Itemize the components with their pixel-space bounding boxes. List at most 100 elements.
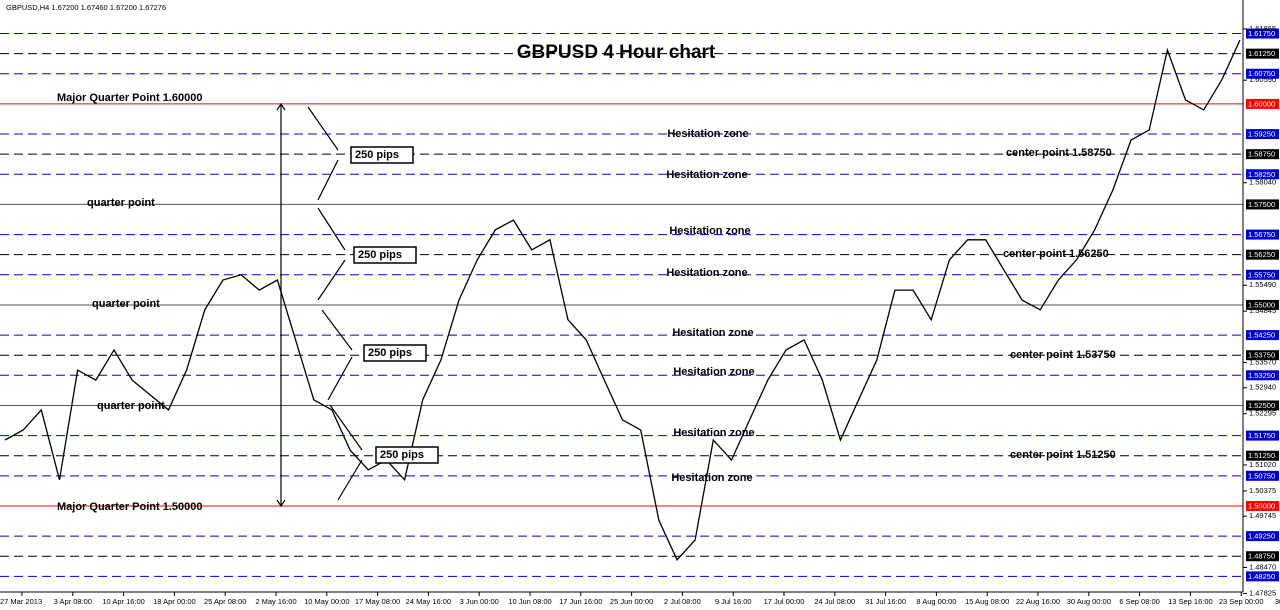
level-label: 1.51750 bbox=[1248, 431, 1275, 440]
chart-title: GBPUSD 4 Hour chart bbox=[517, 42, 716, 63]
x-tick-label: 15 Aug 08:00 bbox=[965, 597, 1009, 606]
level-label-box bbox=[1246, 129, 1279, 140]
level-label: 1.53250 bbox=[1248, 371, 1275, 380]
level-label: 1.60750 bbox=[1248, 69, 1275, 78]
level-label: 1.48750 bbox=[1248, 552, 1275, 561]
x-tick-label: 3 Apr 08:00 bbox=[54, 597, 92, 606]
level-label-box bbox=[1246, 470, 1279, 481]
y-tick-label: 1.50375 bbox=[1249, 486, 1276, 495]
x-tick-label: 25 Apr 08:00 bbox=[204, 597, 247, 606]
level-label-box bbox=[1246, 500, 1279, 511]
x-tick-label: 22 Aug 16:00 bbox=[1016, 597, 1060, 606]
level-label: 1.54250 bbox=[1248, 331, 1275, 340]
y-tick-label: 1.47825 bbox=[1249, 588, 1276, 597]
x-tick-label: 2 May 16:00 bbox=[255, 597, 296, 606]
level-label-box bbox=[1246, 370, 1279, 381]
x-tick-label: 3 Jun 00:00 bbox=[460, 597, 499, 606]
center-label: center point 1.56250 bbox=[1003, 248, 1109, 260]
level-label: 1.52500 bbox=[1248, 401, 1275, 410]
major-label: Major Quarter Point 1.60000 bbox=[57, 92, 203, 104]
center-label: center point 1.58750 bbox=[1006, 147, 1112, 159]
level-label: 1.56250 bbox=[1248, 250, 1275, 259]
y-tick-label: 1.52940 bbox=[1249, 383, 1276, 392]
level-label-box bbox=[1246, 149, 1279, 160]
label-box bbox=[375, 446, 439, 464]
level-label: 1.55000 bbox=[1248, 300, 1275, 309]
level-label: 1.53750 bbox=[1248, 351, 1275, 360]
x-tick-label: 24 Jul 08:00 bbox=[814, 597, 855, 606]
level-label: 1.51250 bbox=[1248, 451, 1275, 460]
level-label-box bbox=[1246, 249, 1279, 260]
level-label-box bbox=[1246, 48, 1279, 59]
symbol-header: GBPUSD,H4 1.67200 1.67460 1.67200 1.6727… bbox=[6, 3, 166, 12]
level-label-box bbox=[1246, 98, 1279, 109]
x-tick-label: 9 Jul 16:00 bbox=[715, 597, 752, 606]
level-label-box bbox=[1246, 269, 1279, 280]
label-box bbox=[363, 344, 427, 362]
level-label: 1.55750 bbox=[1248, 270, 1275, 279]
hesitation-label: Hesitation zone bbox=[666, 169, 747, 181]
level-label-box bbox=[1246, 68, 1279, 79]
level-label-box bbox=[1246, 400, 1279, 411]
quarter-label: quarter point bbox=[92, 298, 160, 310]
hesitation-label: Hesitation zone bbox=[673, 427, 754, 439]
x-tick-label: 2 Jul 08:00 bbox=[664, 597, 701, 606]
level-label: 1.59250 bbox=[1248, 130, 1275, 139]
level-label: 1.48250 bbox=[1248, 572, 1275, 581]
level-label: 1.61750 bbox=[1248, 29, 1275, 38]
level-label: 1.58750 bbox=[1248, 150, 1275, 159]
x-tick-label: 31 Jul 16:00 bbox=[865, 597, 906, 606]
price-line bbox=[4, 39, 1241, 561]
y-tick-label: 1.54845 bbox=[1249, 306, 1276, 315]
x-tick-label: 25 Jun 00:00 bbox=[610, 597, 653, 606]
y-tick-label: 1.51020 bbox=[1249, 460, 1276, 469]
label-box bbox=[353, 246, 417, 264]
x-tick-label: 24 May 16:00 bbox=[406, 597, 451, 606]
level-label-box bbox=[1246, 330, 1279, 341]
hesitation-label: Hesitation zone bbox=[669, 225, 750, 237]
x-tick-label: 18 Apr 00:00 bbox=[153, 597, 196, 606]
level-label-box bbox=[1246, 229, 1279, 240]
quarter-label: quarter point bbox=[87, 197, 155, 209]
hesitation-label: Hesitation zone bbox=[672, 327, 753, 339]
x-tick-label: 17 Jun 16:00 bbox=[559, 597, 602, 606]
quarter-label: quarter point bbox=[97, 400, 165, 412]
level-label-box bbox=[1246, 199, 1279, 210]
pip-label: 250 pips bbox=[368, 347, 412, 359]
level-label-box bbox=[1246, 571, 1279, 582]
x-tick-label: 13 Sep 16:00 bbox=[1168, 597, 1213, 606]
level-label-box bbox=[1246, 169, 1279, 180]
level-label-box bbox=[1246, 28, 1279, 39]
y-tick-label: 1.61865 bbox=[1249, 24, 1276, 33]
level-label: 1.57500 bbox=[1248, 200, 1275, 209]
hesitation-label: Hesitation zone bbox=[673, 366, 754, 378]
x-tick-label: 30 Aug 00:00 bbox=[1067, 597, 1111, 606]
level-label-box bbox=[1246, 350, 1279, 361]
level-label: 1.50000 bbox=[1248, 501, 1275, 510]
level-label-box bbox=[1246, 551, 1279, 562]
level-label-box bbox=[1246, 531, 1279, 542]
x-tick-label: 10 May 00:00 bbox=[304, 597, 349, 606]
x-tick-label: 27 Mar 2013 bbox=[0, 597, 42, 606]
x-tick-label: 10 Jun 08:00 bbox=[508, 597, 551, 606]
x-tick-label: 8 Aug 00:00 bbox=[916, 597, 956, 606]
hesitation-label: Hesitation zone bbox=[671, 472, 752, 484]
hesitation-label: Hesitation zone bbox=[667, 128, 748, 140]
x-tick-label: 17 Jul 00:00 bbox=[764, 597, 805, 606]
level-label: 1.56750 bbox=[1248, 230, 1275, 239]
y-tick-label: 1.49745 bbox=[1249, 511, 1276, 520]
y-tick-label: 1.52295 bbox=[1249, 409, 1276, 418]
center-label: center point 1.51250 bbox=[1010, 449, 1116, 461]
y-tick-label: 1.55490 bbox=[1249, 280, 1276, 289]
y-tick-label: 1.58040 bbox=[1249, 178, 1276, 187]
annotation-arrows bbox=[276, 102, 363, 508]
level-label-box bbox=[1246, 430, 1279, 441]
level-label-box bbox=[1246, 299, 1279, 310]
hesitation-label: Hesitation zone bbox=[666, 267, 747, 279]
label-box bbox=[350, 146, 414, 164]
x-tick-label: 17 May 08:00 bbox=[355, 597, 400, 606]
level-label: 1.49250 bbox=[1248, 532, 1275, 541]
level-label: 1.58250 bbox=[1248, 170, 1275, 179]
pip-label: 250 pips bbox=[380, 449, 424, 461]
